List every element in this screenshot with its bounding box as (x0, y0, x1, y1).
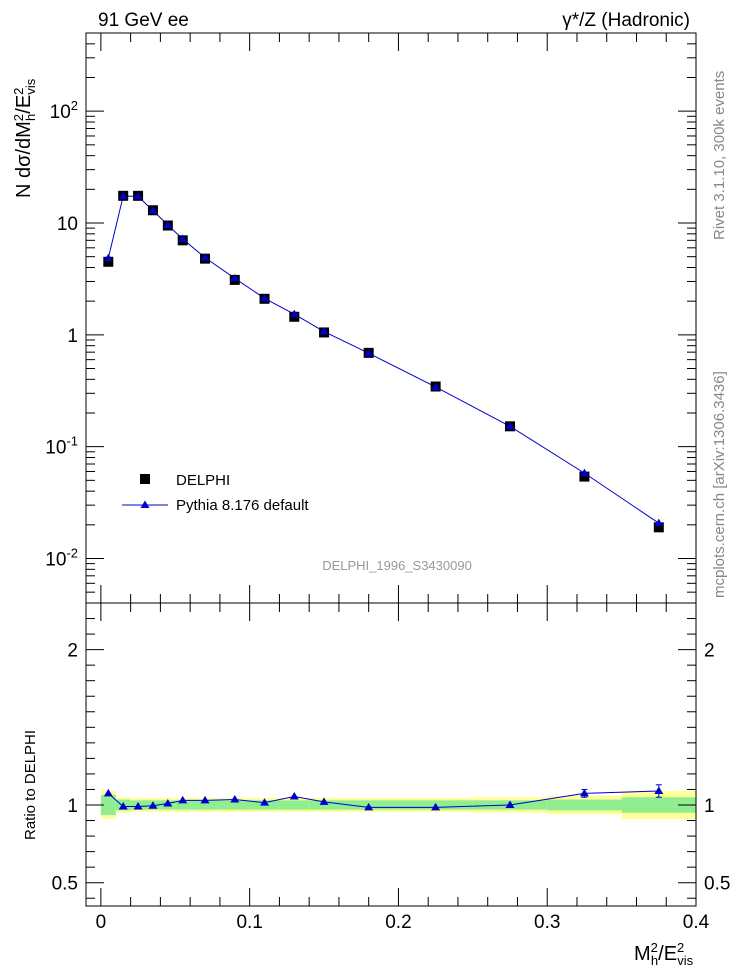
x-tick-label: 0.4 (683, 912, 710, 933)
band-inner (219, 800, 250, 810)
ratio-line (107, 790, 659, 808)
x-tick-label: 0.2 (385, 912, 411, 933)
y-tick-label: 102 (50, 98, 78, 123)
band-inner (100, 794, 116, 816)
ratio-y-tick-label-right: 2 (704, 641, 715, 662)
ratio-point (163, 798, 173, 807)
y-tick-label: 1 (67, 326, 78, 347)
ratio-point (654, 786, 664, 795)
ratio-point (148, 801, 158, 809)
x-tick-label: 0 (96, 912, 107, 933)
mc-point (289, 309, 299, 318)
mc-point (118, 191, 128, 200)
mc-point (505, 421, 515, 430)
ratio-uncertainty-bands (100, 791, 696, 819)
x-tick-label: 0.3 (534, 912, 560, 933)
legend-mc-label: Pythia 8.176 default (176, 497, 309, 514)
y-tick-label: 10-2 (45, 545, 78, 570)
ratio-point (103, 788, 113, 797)
y-tick-label: 10-1 (45, 434, 78, 459)
ratio-y-tick-label-right: 1 (704, 796, 715, 817)
data-point (579, 471, 590, 482)
ratio-point (230, 795, 240, 803)
ratio-point (319, 797, 329, 805)
mc-point (364, 348, 374, 357)
data-point (103, 256, 114, 267)
plot-header-right: γ*/Z (Hadronic) (562, 10, 690, 31)
mc-line (107, 195, 660, 524)
main-frame (85, 32, 697, 604)
analysis-name: DELPHI_1996_S3430090 (322, 558, 472, 573)
ratio-panel-axes: 0 0.1 0.2 0.3 0.4 0.5 0.5 1 1 2 2 (52, 602, 730, 933)
ratio-point (133, 802, 143, 810)
ratio-point (118, 802, 128, 810)
ratio-point (178, 795, 188, 804)
mcplots-label: mcplots.cern.ch [arXiv:1306.3436] (711, 371, 728, 598)
band-inner (190, 800, 220, 810)
main-panel-axes: 10-2 10-1 1 10 102 (45, 32, 697, 604)
legend-mc-marker (140, 500, 150, 508)
ratio-point (505, 800, 515, 808)
ratio-point (289, 791, 299, 800)
mc-point (163, 220, 173, 228)
x-tick-label: 0.1 (236, 912, 262, 933)
y-tick-label: 10 (57, 214, 78, 235)
main-ylabel: N dσ/dM2h/E2vis (11, 78, 38, 198)
ratio-y-tick-label: 2 (67, 641, 78, 662)
mc-point (260, 293, 270, 302)
mc-point (133, 191, 143, 200)
mc-point (103, 253, 113, 262)
ratio-point (579, 788, 589, 797)
mc-point (200, 253, 210, 261)
mc-point (654, 518, 664, 527)
ratio-y-tick-label: 1 (67, 796, 78, 817)
band-inner (621, 797, 696, 813)
legend-data-marker (140, 474, 150, 484)
ratio-point (431, 802, 441, 811)
band-inner (309, 800, 339, 810)
ratio-y-tick-label: 0.5 (52, 874, 78, 895)
ratio-y-tick-label-right: 0.5 (704, 874, 730, 895)
x-axis-title: M2 h/E2 vis (634, 940, 694, 968)
legend-data-label: DELPHI (176, 472, 230, 489)
ratio-ylabel: Ratio to DELPHI (22, 730, 39, 840)
mc-point (319, 327, 329, 335)
legend: DELPHI Pythia 8.176 default (122, 472, 309, 514)
band-inner (547, 799, 622, 811)
data-point (653, 522, 664, 533)
mc-point (148, 206, 158, 214)
rivet-label: Rivet 3.1.10, 300k events (711, 71, 728, 240)
band-inner (279, 800, 310, 810)
mc-point (178, 234, 188, 242)
plot-header-left: 91 GeV ee (98, 10, 189, 31)
ratio-point (200, 795, 210, 804)
mc-point (579, 468, 589, 477)
ratio-frame (85, 602, 697, 907)
mc-point (431, 382, 441, 390)
ratio-point (364, 802, 374, 811)
ratio-point (260, 798, 270, 806)
mc-point (230, 273, 240, 282)
band-inner (175, 800, 191, 810)
